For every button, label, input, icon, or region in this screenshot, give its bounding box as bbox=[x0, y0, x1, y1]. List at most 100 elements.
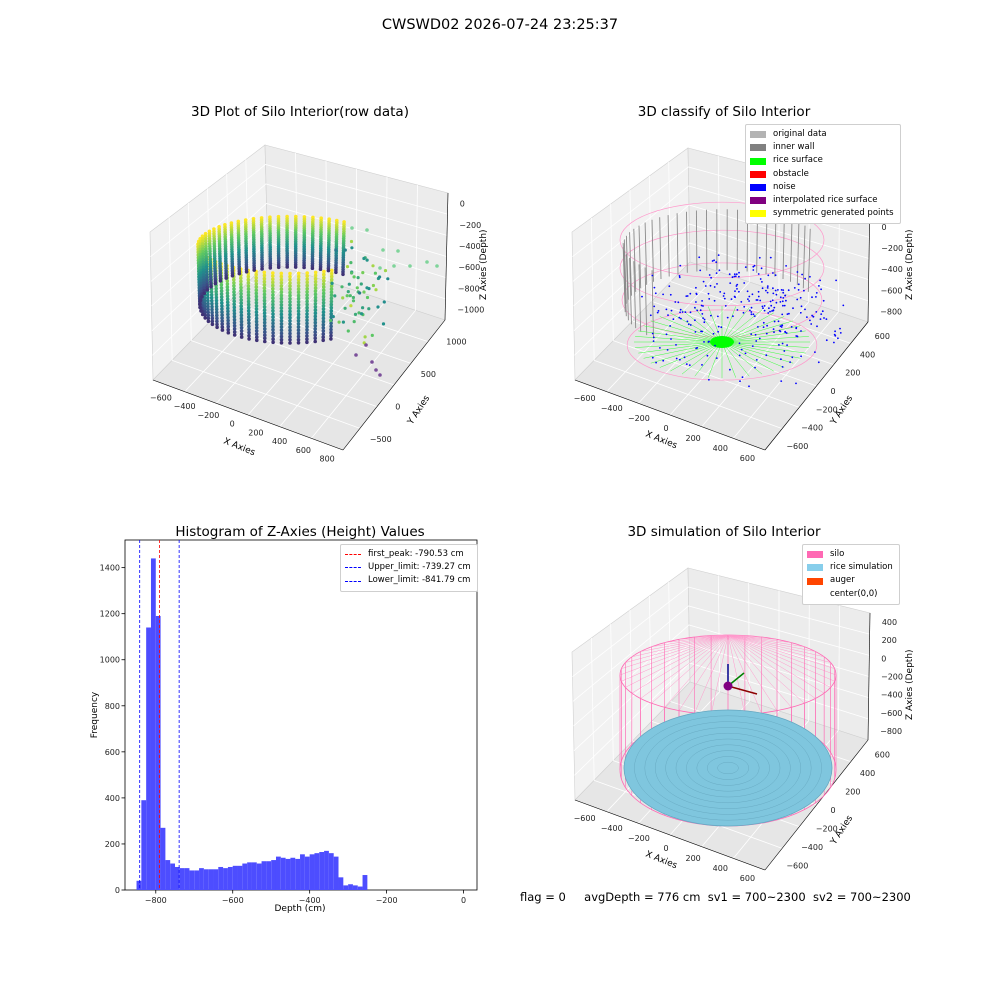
data-point bbox=[361, 306, 365, 310]
noise-point bbox=[763, 309, 766, 312]
y-tick-label: 200 bbox=[845, 369, 860, 378]
data-point bbox=[296, 309, 301, 314]
noise-point bbox=[704, 285, 707, 287]
data-point bbox=[218, 276, 223, 281]
data-point bbox=[214, 304, 219, 309]
data-point bbox=[202, 288, 206, 293]
data-point bbox=[214, 301, 219, 306]
data-point bbox=[210, 310, 214, 315]
noise-point bbox=[674, 301, 677, 303]
data-point bbox=[279, 277, 284, 282]
noise-point bbox=[680, 317, 682, 320]
noise-point bbox=[715, 261, 718, 263]
data-point bbox=[210, 322, 215, 327]
data-point bbox=[239, 326, 244, 330]
data-point bbox=[296, 284, 301, 288]
noise-point bbox=[736, 288, 738, 290]
noise-point bbox=[821, 310, 824, 313]
noise-point bbox=[700, 330, 702, 333]
data-point bbox=[349, 261, 353, 265]
data-point bbox=[246, 299, 251, 304]
data-point bbox=[276, 265, 281, 270]
noise-point bbox=[797, 289, 800, 291]
x-tick-label: 0 bbox=[230, 420, 235, 429]
noise-point bbox=[712, 332, 715, 335]
data-point bbox=[254, 285, 259, 289]
data-point bbox=[329, 299, 334, 304]
histogram-bar bbox=[271, 860, 276, 890]
noise-point bbox=[699, 309, 702, 312]
noise-point bbox=[730, 298, 733, 300]
silo-roof-line bbox=[664, 634, 729, 643]
noise-point bbox=[703, 341, 705, 343]
rice-mesh-ring bbox=[717, 762, 739, 774]
rice-surface-ray bbox=[707, 341, 723, 378]
data-point bbox=[370, 333, 374, 337]
panel2-ticks: −600−400−2000200400600−600−400−200020040… bbox=[574, 202, 904, 463]
noise-point bbox=[708, 298, 711, 300]
noise-point bbox=[666, 349, 669, 351]
inner-wall-line bbox=[644, 222, 648, 285]
data-point bbox=[305, 302, 309, 307]
noise-point bbox=[702, 317, 704, 319]
noise-point bbox=[782, 297, 785, 299]
noise-point bbox=[708, 378, 710, 381]
noise-point bbox=[809, 275, 811, 278]
data-point bbox=[349, 239, 354, 244]
rice-surface-ray bbox=[643, 341, 723, 359]
data-point bbox=[345, 265, 350, 269]
noise-point bbox=[757, 326, 759, 328]
inner-wall-line bbox=[659, 217, 662, 280]
data-point bbox=[206, 299, 210, 303]
data-point bbox=[213, 271, 217, 276]
grid-line bbox=[311, 184, 418, 439]
panel4-title: 3D simulation of Silo Interior bbox=[627, 524, 821, 540]
data-point bbox=[219, 286, 224, 290]
inner-wall-line bbox=[676, 213, 679, 275]
data-point bbox=[334, 270, 338, 275]
data-point bbox=[329, 271, 334, 276]
z-tick-label: −800 bbox=[458, 284, 480, 293]
histogram-yticks: 0 200 400 600 800 1000 1200 1400 bbox=[100, 564, 125, 895]
data-point bbox=[226, 309, 230, 314]
data-point bbox=[361, 271, 365, 275]
data-point bbox=[329, 337, 333, 341]
noise-point bbox=[748, 295, 751, 298]
data-point bbox=[271, 309, 275, 313]
noise-point bbox=[759, 278, 762, 280]
silo-roof-line bbox=[619, 634, 729, 676]
data-point bbox=[232, 302, 236, 307]
data-point bbox=[201, 257, 205, 262]
silo-roof-line bbox=[727, 634, 778, 711]
inner-wall-line bbox=[802, 225, 806, 289]
noise-point bbox=[763, 305, 766, 307]
data-point bbox=[288, 325, 292, 330]
data-point bbox=[296, 296, 301, 301]
noise-point bbox=[818, 285, 820, 287]
data-point bbox=[203, 231, 208, 236]
y-tick-label: 1200 bbox=[100, 610, 120, 619]
outlier-point bbox=[378, 373, 382, 377]
data-point bbox=[201, 265, 206, 270]
y-tick-label: 1000 bbox=[446, 337, 466, 346]
noise-point bbox=[709, 284, 712, 287]
noise-point bbox=[781, 313, 784, 316]
data-point bbox=[365, 295, 370, 300]
x-tick-label: 0 bbox=[663, 424, 668, 433]
noise-point bbox=[823, 317, 825, 319]
histogram-bar bbox=[324, 850, 329, 890]
histogram-bar bbox=[213, 869, 219, 890]
noise-point bbox=[657, 310, 660, 312]
data-point bbox=[239, 282, 243, 287]
silo-roof-line bbox=[678, 634, 729, 711]
histogram-bar bbox=[223, 868, 228, 891]
data-point bbox=[305, 324, 309, 329]
rice-surface-ray bbox=[721, 306, 737, 343]
data-point bbox=[305, 327, 309, 332]
data-point bbox=[350, 246, 354, 250]
silo-roof-line bbox=[727, 634, 837, 676]
data-point bbox=[232, 305, 237, 310]
y-tick-label: 600 bbox=[105, 748, 120, 757]
data-point bbox=[208, 252, 212, 256]
data-point bbox=[206, 301, 210, 306]
